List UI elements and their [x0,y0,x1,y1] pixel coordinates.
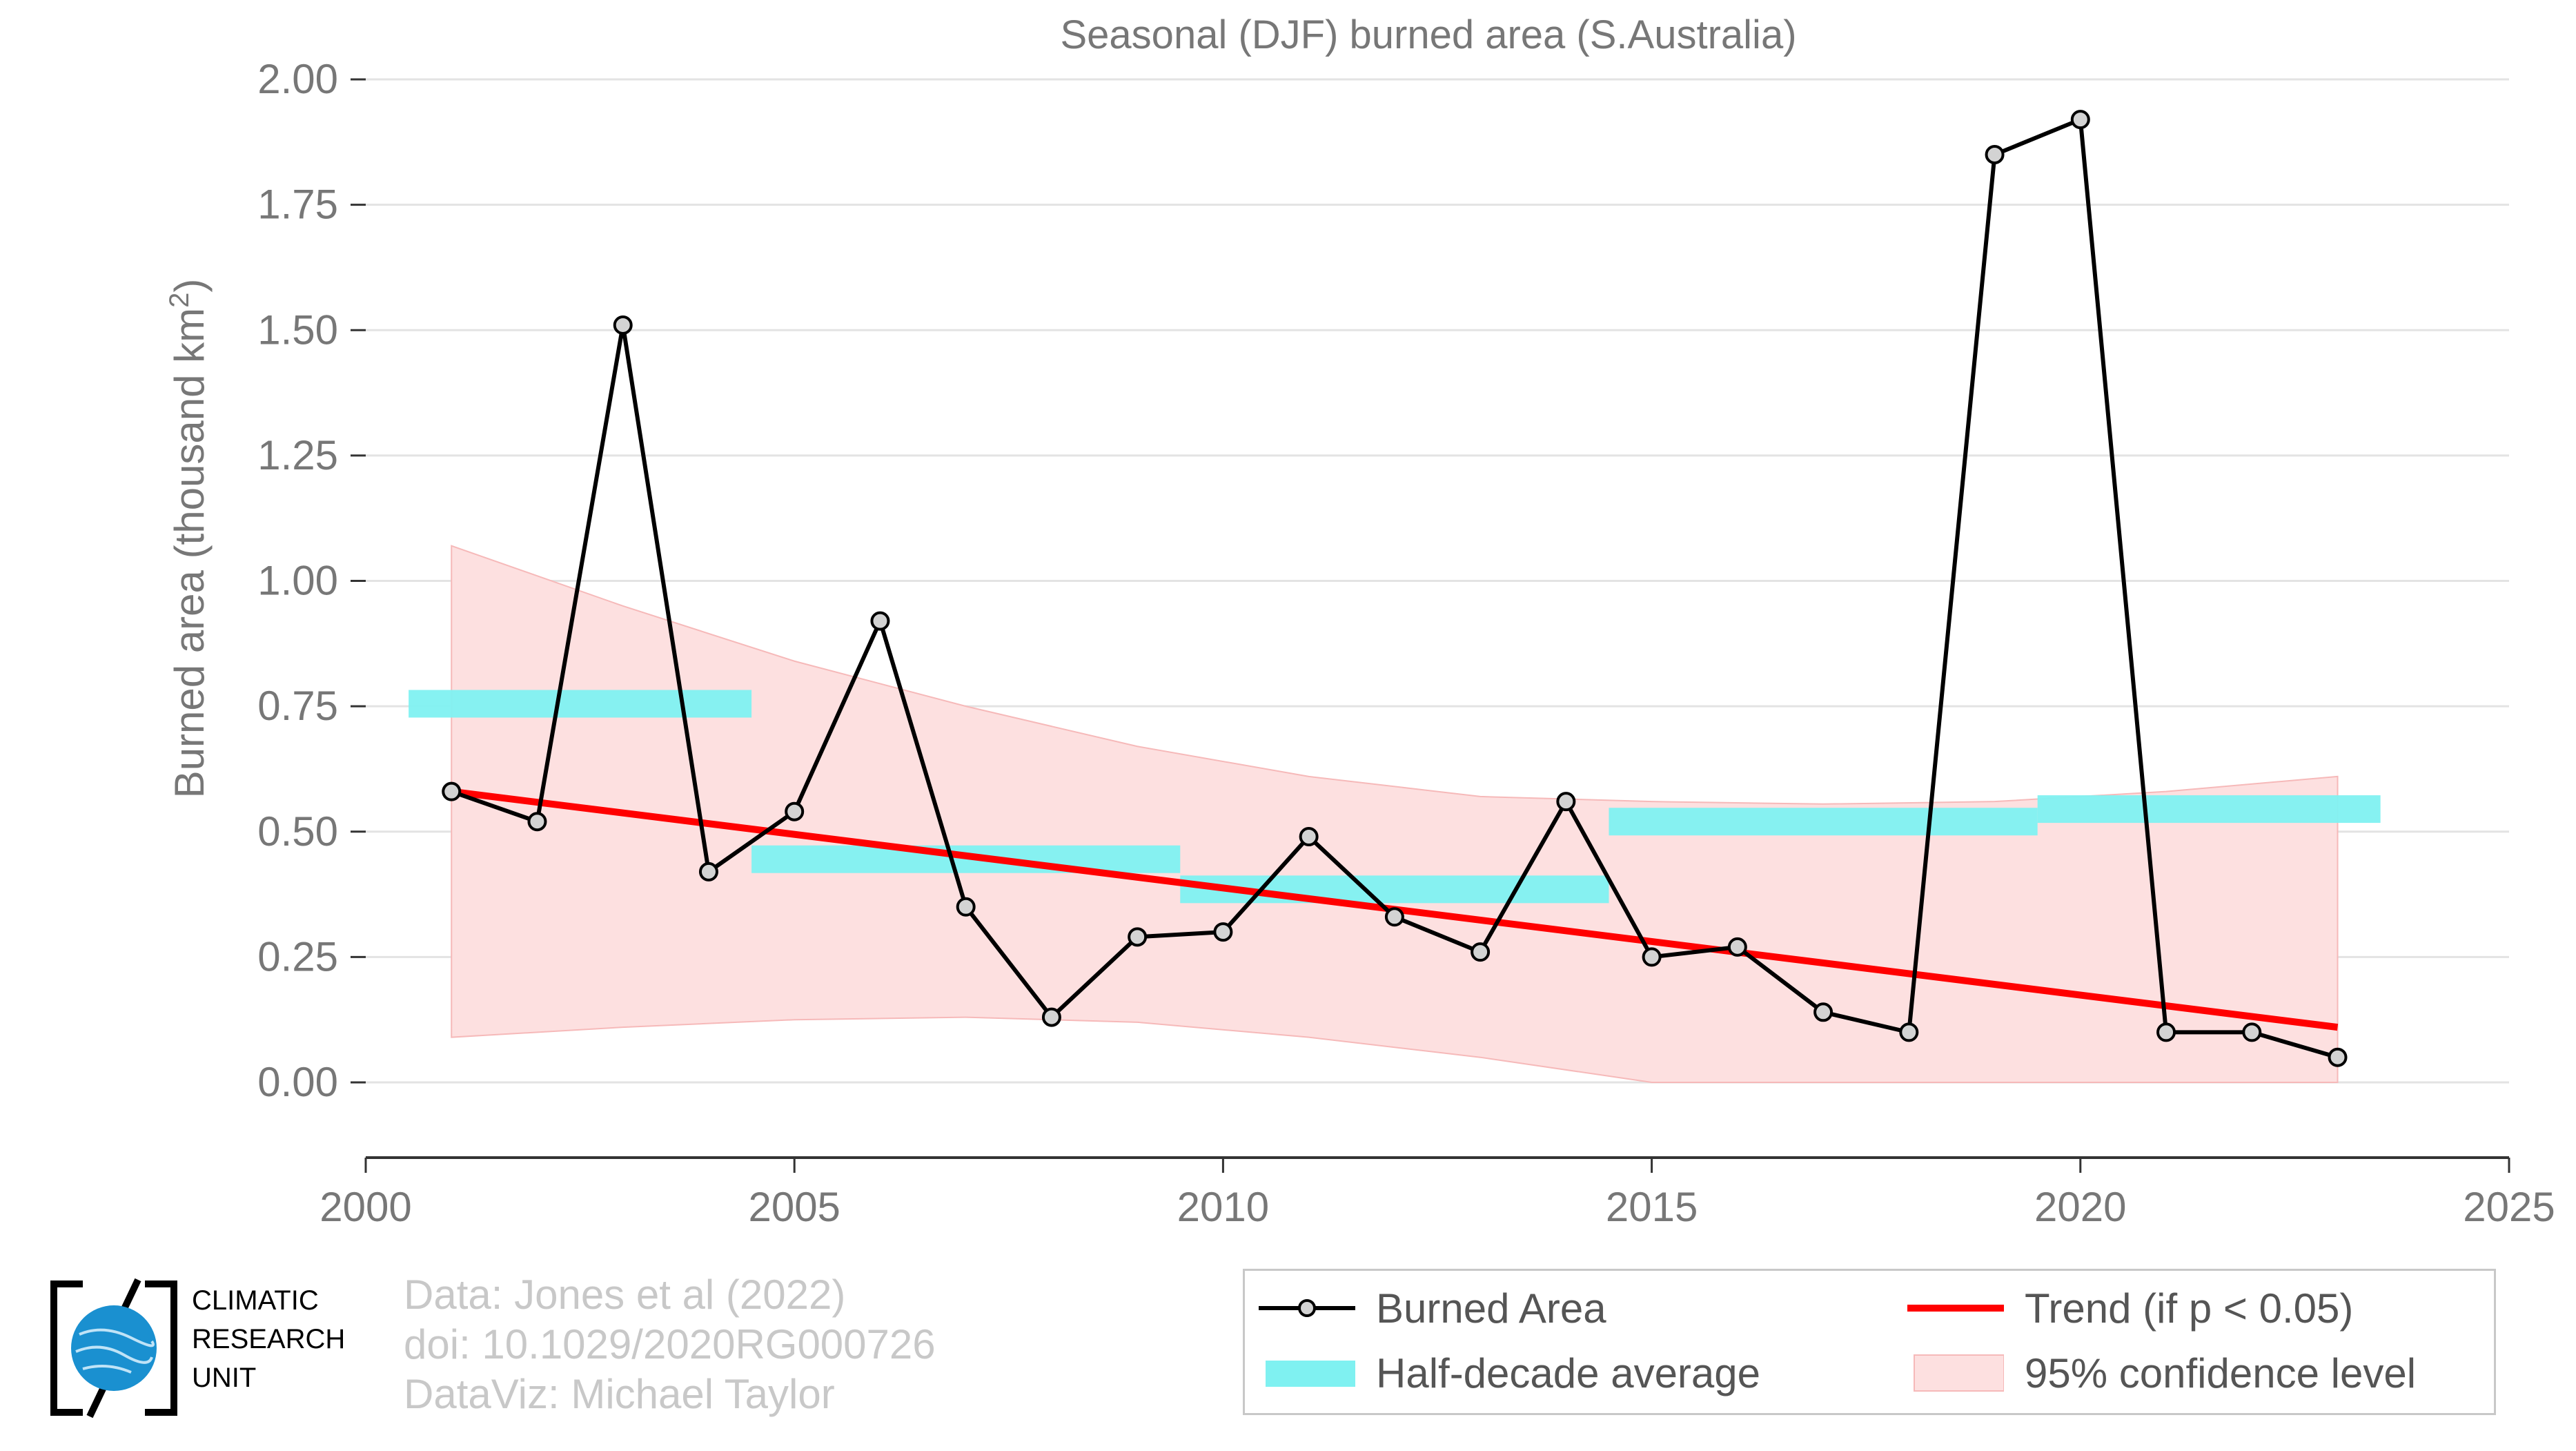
legend: Burned Area Half-decade average Trend (i… [1243,1269,2496,1415]
legend-label-trend: Trend (if p < 0.05) [2025,1285,2354,1332]
data-point [1985,144,2005,164]
x-tick-label: 2000 [319,1184,411,1230]
legend-line-marker-icon [1259,1280,1355,1336]
legend-item-half-decade: Half-decade average [1259,1345,1760,1401]
data-point [1213,922,1233,942]
confidence-area [451,545,2339,1084]
half-decade-bar [2037,795,2381,824]
data-point [870,611,890,631]
x-tick-label: 2015 [1606,1184,1698,1230]
data-point [1128,927,1148,947]
y-tick-label: 0.25 [257,933,338,980]
credits: Data: Jones et al (2022) doi: 10.1029/20… [404,1270,936,1419]
burned-area-points [442,110,2348,1067]
legend-label-half-decade: Half-decade average [1376,1350,1761,1396]
data-point [785,801,805,821]
y-axis-label-main: Burned area (thousand km [166,308,213,798]
data-point [1642,947,1662,967]
data-point [698,861,718,882]
logo-line-2: RESEARCH [192,1324,346,1354]
confidence-band [451,545,2339,1084]
cru-globe-icon [50,1278,177,1419]
data-point [527,812,547,832]
x-tick-label: 2025 [2463,1184,2555,1230]
credit-dataviz: DataViz: Michael Taylor [404,1371,835,1417]
legend-red-line-icon [1907,1280,2004,1336]
credit-doi: doi: 10.1029/2020RG000726 [404,1321,936,1367]
legend-item-trend: Trend (if p < 0.05) [1907,1280,2353,1336]
legend-label-burned-area: Burned Area [1376,1285,1606,1332]
chart-title: Seasonal (DJF) burned area (S.Australia) [1060,12,1796,57]
legend-pink-box-icon [1907,1345,2005,1401]
data-point [2070,110,2090,130]
data-point [2242,1022,2262,1042]
data-point [2328,1047,2348,1067]
half-decade-bar [1609,808,2038,836]
y-tick-label: 1.25 [257,432,338,478]
credit-data: Data: Jones et al (2022) [404,1272,846,1318]
cru-logo-text: CLIMATIC RESEARCH UNIT [192,1281,345,1397]
y-tick-label: 1.50 [257,306,338,353]
y-tick-label: 1.00 [257,558,338,604]
data-point [2156,1022,2176,1042]
y-axis-label: Burned area (thousand km2) [164,279,213,799]
cru-logo: CLIMATIC RESEARCH UNIT [41,1276,386,1421]
data-point [1384,907,1404,927]
data-point [1471,942,1491,962]
y-axis-label-sup: 2 [164,293,195,308]
legend-label-confidence: 95% confidence level [2025,1350,2417,1396]
y-tick-label: 2.00 [257,56,338,102]
x-tick-label: 2005 [748,1184,840,1230]
axes: 0.00 0.25 0.50 0.75 1.00 1.25 1.50 1.75 2.00 2000… [257,56,2555,1230]
data-point [1727,937,1747,957]
data-point [1899,1022,1919,1042]
x-tick-label: 2020 [2034,1184,2126,1230]
y-tick-label: 0.50 [257,808,338,855]
data-point [442,781,462,801]
data-point [1299,827,1319,847]
y-axis-label-end: ) [166,279,213,293]
x-tick-label: 2010 [1177,1184,1269,1230]
data-point [1813,1002,1833,1022]
legend-cyan-bar-icon [1259,1345,1355,1401]
y-tick-label: 1.75 [257,182,338,228]
legend-item-burned-area: Burned Area [1259,1280,1606,1336]
half-decade-bar [409,690,752,718]
data-point [1556,792,1576,812]
logo-line-3: UNIT [192,1363,257,1393]
logo-line-1: CLIMATIC [192,1285,319,1316]
data-point [613,315,633,335]
y-tick-label: 0.75 [257,683,338,729]
y-tick-label: 0.00 [257,1059,338,1105]
data-point [1041,1007,1061,1027]
data-point [956,897,976,917]
legend-item-confidence: 95% confidence level [1907,1345,2416,1401]
